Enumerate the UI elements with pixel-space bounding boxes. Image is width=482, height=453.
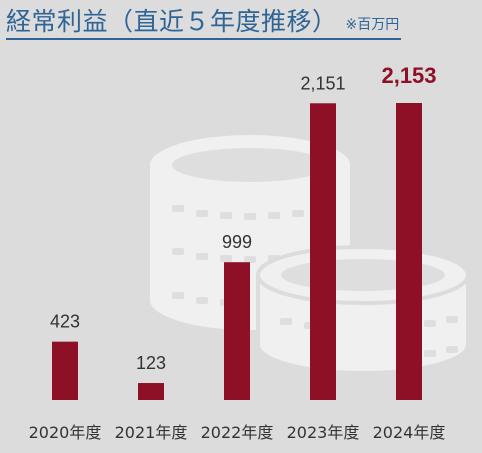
chart-title: 経常利益（直近５年度推移） (6, 7, 338, 36)
data-label: 999 (222, 232, 252, 252)
category-label: 2024年度 (373, 423, 446, 442)
category-label: 2022年度 (201, 423, 274, 442)
bar-2023年度 (310, 103, 336, 401)
bar-2021年度 (138, 383, 164, 400)
bar-2020年度 (52, 341, 78, 400)
category-label: 2023年度 (287, 423, 360, 442)
category-label: 2020年度 (29, 423, 102, 442)
bars-layer: 423 2020年度 123 2021年度 999 2022年度 2,151 2023年度 2,… (29, 63, 446, 442)
category-label: 2021年度 (115, 423, 188, 442)
data-label: 423 (50, 312, 80, 332)
data-label: 123 (136, 353, 166, 373)
bar-2024年度 (396, 103, 422, 400)
bar-2022年度 (224, 262, 250, 400)
data-label: 2,151 (300, 73, 345, 93)
data-label: 2,153 (381, 63, 436, 88)
title-row: 経常利益（直近５年度推移） ※百万円 (6, 2, 402, 40)
unit-note: ※百万円 (345, 17, 400, 33)
